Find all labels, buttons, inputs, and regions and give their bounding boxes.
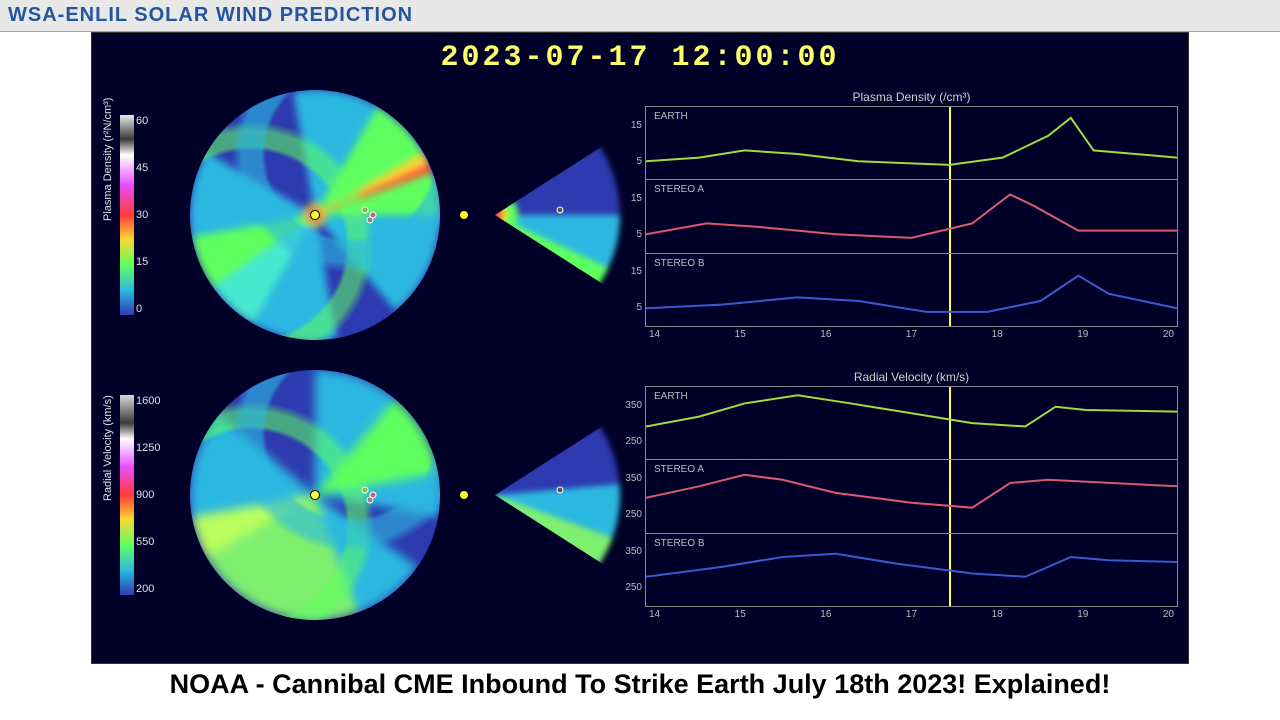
timeseries-xticks: 14151617181920 xyxy=(645,606,1178,620)
timeseries-panel: STEREO B155 xyxy=(645,253,1178,327)
timeseries-panel: EARTH350250 xyxy=(645,386,1178,460)
planet-marker xyxy=(557,487,564,494)
timeseries-yticks: 350250 xyxy=(622,387,642,459)
velocity-row: Radial Velocity (km/s) 16001250900550200… xyxy=(92,355,1188,635)
velocity-timeseries: Radial Velocity (km/s)EARTH350250STEREO … xyxy=(645,370,1178,620)
timeseries-panel: STEREO B350250 xyxy=(645,533,1178,607)
velocity-meridional-slice xyxy=(460,370,620,620)
timeseries-line xyxy=(646,387,1177,459)
timeseries-line xyxy=(646,534,1177,606)
header-title: WSA-ENLIL SOLAR WIND PREDICTION xyxy=(8,4,413,26)
timeseries-yticks: 155 xyxy=(622,180,642,252)
density-colorbar: 604530150 xyxy=(120,115,134,315)
timeseries-panel: STEREO A155 xyxy=(645,179,1178,253)
density-colorbar-ticks: 604530150 xyxy=(136,115,148,315)
sun-marker xyxy=(459,210,469,220)
planet-marker xyxy=(367,497,374,504)
simulation-wrapper: 2023-07-17 12:00:00 Plasma Density (r²N/… xyxy=(91,32,1189,664)
timeseries-line xyxy=(646,180,1177,252)
simulation: 2023-07-17 12:00:00 Plasma Density (r²N/… xyxy=(92,33,1188,663)
timeseries-yticks: 155 xyxy=(622,254,642,326)
sun-marker xyxy=(459,490,469,500)
planet-marker xyxy=(362,207,369,214)
timeseries-panel: STEREO A350250 xyxy=(645,459,1178,533)
planet-marker xyxy=(557,207,564,214)
density-timeseries: Plasma Density (/cm³) EARTH155STEREO A155… xyxy=(645,90,1178,340)
density-meridional-slice xyxy=(460,90,620,340)
density-colorbar-label: Plasma Density (r²N/cm³) xyxy=(102,209,114,221)
density-colorbar-region: Plasma Density (r²N/cm³) 604530150 xyxy=(102,75,180,355)
velocity-colorbar-label: Radial Velocity (km/s) xyxy=(102,489,114,501)
density-row: Plasma Density (r²N/cm³) 604530150 Plasm… xyxy=(92,75,1188,355)
planet-marker xyxy=(362,487,369,494)
timeseries-title: Plasma Density (/cm³) xyxy=(645,90,1178,104)
timeseries-yticks: 350250 xyxy=(622,534,642,606)
density-ecliptic-disk xyxy=(190,90,440,340)
timeseries-yticks: 350250 xyxy=(622,460,642,532)
velocity-colorbar-region: Radial Velocity (km/s) 16001250900550200 xyxy=(102,355,180,635)
timeseries-title: Radial Velocity (km/s) xyxy=(645,370,1178,384)
timeseries-line xyxy=(646,254,1177,326)
velocity-ecliptic-disk xyxy=(190,370,440,620)
caption: NOAA - Cannibal CME Inbound To Strike Ea… xyxy=(0,664,1280,705)
velocity-colorbar: 16001250900550200 xyxy=(120,395,134,595)
timeseries-panel: EARTH155 xyxy=(645,106,1178,180)
velocity-colorbar-ticks: 16001250900550200 xyxy=(136,395,160,595)
header-bar: WSA-ENLIL SOLAR WIND PREDICTION xyxy=(0,0,1280,32)
planet-marker xyxy=(367,217,374,224)
sun-marker xyxy=(310,490,320,500)
timeseries-line xyxy=(646,107,1177,179)
timeseries-xticks: 14151617181920 xyxy=(645,326,1178,340)
timestamp: 2023-07-17 12:00:00 xyxy=(92,33,1188,75)
sun-marker xyxy=(310,210,320,220)
timeseries-line xyxy=(646,460,1177,532)
timeseries-yticks: 155 xyxy=(622,107,642,179)
